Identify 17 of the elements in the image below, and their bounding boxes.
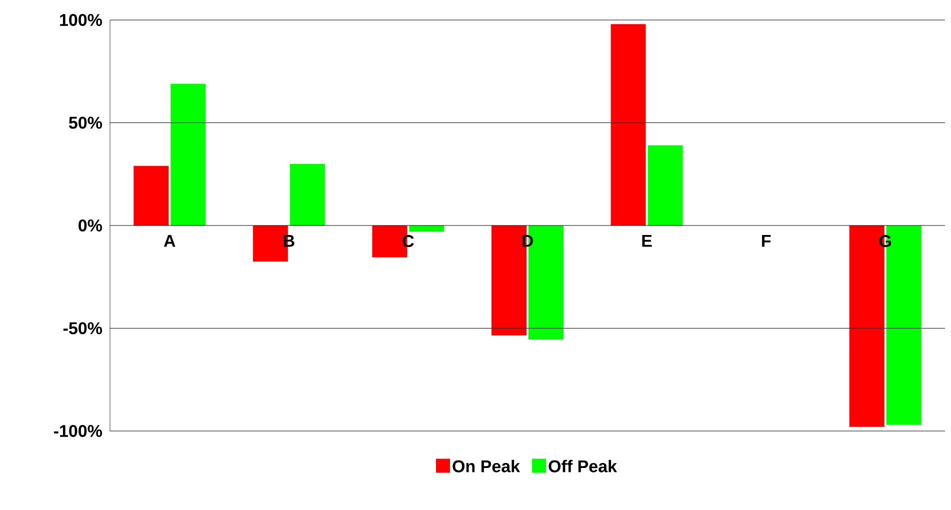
y-tick-label: 50% bbox=[68, 116, 102, 129]
bar bbox=[290, 164, 325, 226]
x-tick-label: E bbox=[642, 235, 652, 247]
x-tick-label: G bbox=[879, 235, 891, 248]
y-tick-label: -100% bbox=[54, 424, 102, 438]
bar bbox=[134, 166, 169, 226]
y-tick-label: 100% bbox=[60, 14, 102, 26]
legend-label: On Peak bbox=[452, 460, 520, 472]
bar bbox=[610, 24, 646, 226]
y-tick-label: -50% bbox=[63, 322, 102, 334]
y-tick-label: 0% bbox=[78, 219, 102, 232]
bar bbox=[648, 145, 683, 226]
x-tick-label: D bbox=[522, 235, 533, 247]
legend-label: Off Peak bbox=[548, 460, 618, 472]
bar bbox=[170, 84, 206, 226]
x-tick-label: F bbox=[762, 235, 771, 247]
x-tick-label: A bbox=[164, 235, 176, 247]
